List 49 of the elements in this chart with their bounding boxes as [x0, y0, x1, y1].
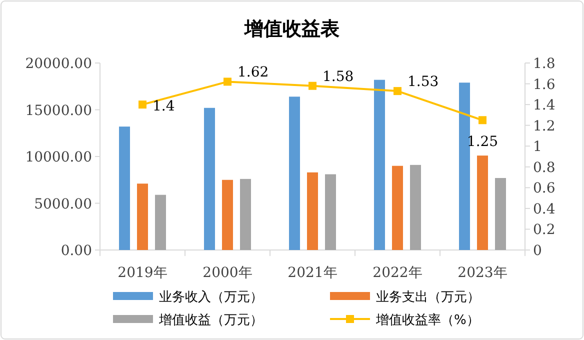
- y-tick-label: 15000.00: [25, 102, 92, 119]
- data-label: 1.4: [152, 98, 175, 115]
- bar: [155, 194, 166, 250]
- y2-tick-label: 1.6: [533, 76, 556, 93]
- bar: [137, 184, 148, 250]
- x-tick-label: 2019年: [118, 265, 168, 281]
- bar: [459, 82, 470, 250]
- legend-label: 增值收益率（%）: [375, 312, 480, 328]
- bar: [204, 108, 215, 250]
- x-tick-label: 2022年: [372, 265, 422, 281]
- bar: [240, 178, 251, 250]
- point: [224, 78, 232, 86]
- bar: [222, 180, 233, 250]
- x-tick-label: 2000年: [202, 265, 252, 281]
- y-tick-label: 0.00: [60, 243, 92, 259]
- y2-tick-label: 1: [533, 139, 542, 156]
- y2-tick-label: 1.4: [533, 98, 556, 114]
- data-label: 1.53: [408, 74, 439, 90]
- y2-tick-label: 0.8: [533, 160, 556, 176]
- y-tick-label: 20000.00: [25, 56, 92, 72]
- point: [394, 87, 402, 96]
- point: [308, 82, 316, 90]
- legend-label: 业务收入（万元）: [159, 290, 263, 305]
- chart-title: 增值收益表: [244, 18, 340, 40]
- y2-tick-label: 0.4: [533, 201, 556, 218]
- y2-tick-label: 0.6: [533, 180, 556, 197]
- y2-tick-label: 1.2: [533, 118, 556, 134]
- bar: [495, 178, 506, 250]
- x-tick-label: 2023年: [458, 265, 508, 281]
- bar: [119, 126, 130, 250]
- y-tick-label: 10000.00: [25, 150, 92, 166]
- y-tick-label: 5000.00: [34, 196, 92, 212]
- bar: [477, 156, 488, 250]
- bar: [325, 174, 336, 250]
- data-label: 1.62: [238, 64, 269, 81]
- point: [138, 100, 146, 109]
- bar: [410, 164, 421, 250]
- bar: [374, 80, 385, 250]
- bar: [392, 166, 403, 250]
- legend-label: 增值收益（万元）: [158, 313, 263, 328]
- bar: [289, 96, 300, 250]
- y2-tick-label: 0: [533, 243, 542, 259]
- data-label: 1.58: [322, 68, 354, 85]
- legend-label: 业务支出（万元）: [376, 290, 480, 305]
- y2-tick-label: 1.8: [533, 56, 556, 72]
- x-tick-label: 2021年: [288, 265, 338, 281]
- bar: [307, 172, 318, 250]
- point: [478, 116, 486, 124]
- y2-tick-label: 0.2: [533, 222, 556, 238]
